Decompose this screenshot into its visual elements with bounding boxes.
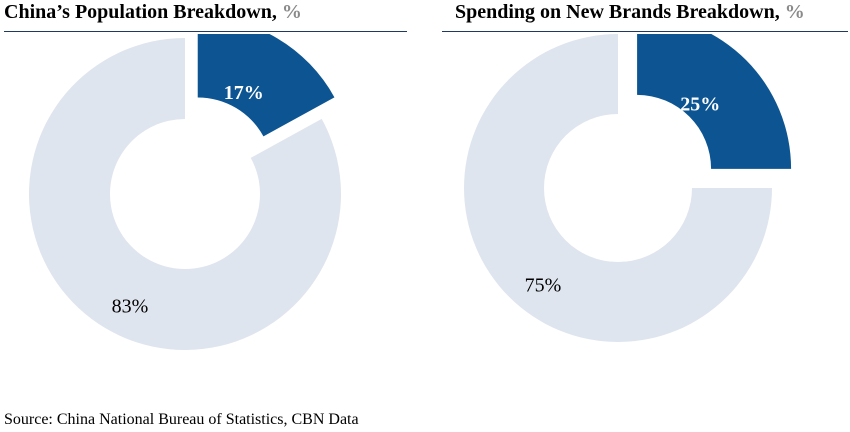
chart-2-title-text: Spending on New Brands Breakdown, (455, 1, 780, 23)
chart-1-title: China’s Population Breakdown, % (4, 0, 302, 24)
chart-2-value-label-2: 75% (525, 275, 562, 297)
chart-1-slice-2 (29, 38, 341, 351)
chart-1-value-label-2: 83% (112, 296, 149, 318)
chart-2-category-label-1: Gen Z (718, 34, 775, 37)
chart-1-title-rule (4, 31, 407, 32)
chart-2-slice-1 (637, 34, 792, 169)
chart-1-donut: 17% Gen Z 83% (29, 34, 341, 351)
chart-2-title: Spending on New Brands Breakdown, % (455, 0, 805, 24)
chart-1-title-unit: % (281, 1, 302, 23)
chart-1-value-label-1: 17% (224, 82, 264, 104)
chart-2-title-unit: % (784, 1, 805, 23)
source-note: Source: China National Bureau of Statist… (4, 411, 359, 428)
chart-2-slice-2 (464, 34, 772, 342)
chart-2-donut: 25% Gen Z 75% (464, 34, 792, 342)
chart-1-title-text: China’s Population Breakdown, (4, 1, 277, 23)
chart-1-category-label-1: Gen Z (271, 34, 328, 38)
chart-2-value-label-1: 25% (680, 93, 720, 115)
chart-2-title-rule (442, 31, 848, 32)
chart-1-slice-1 (197, 34, 335, 137)
